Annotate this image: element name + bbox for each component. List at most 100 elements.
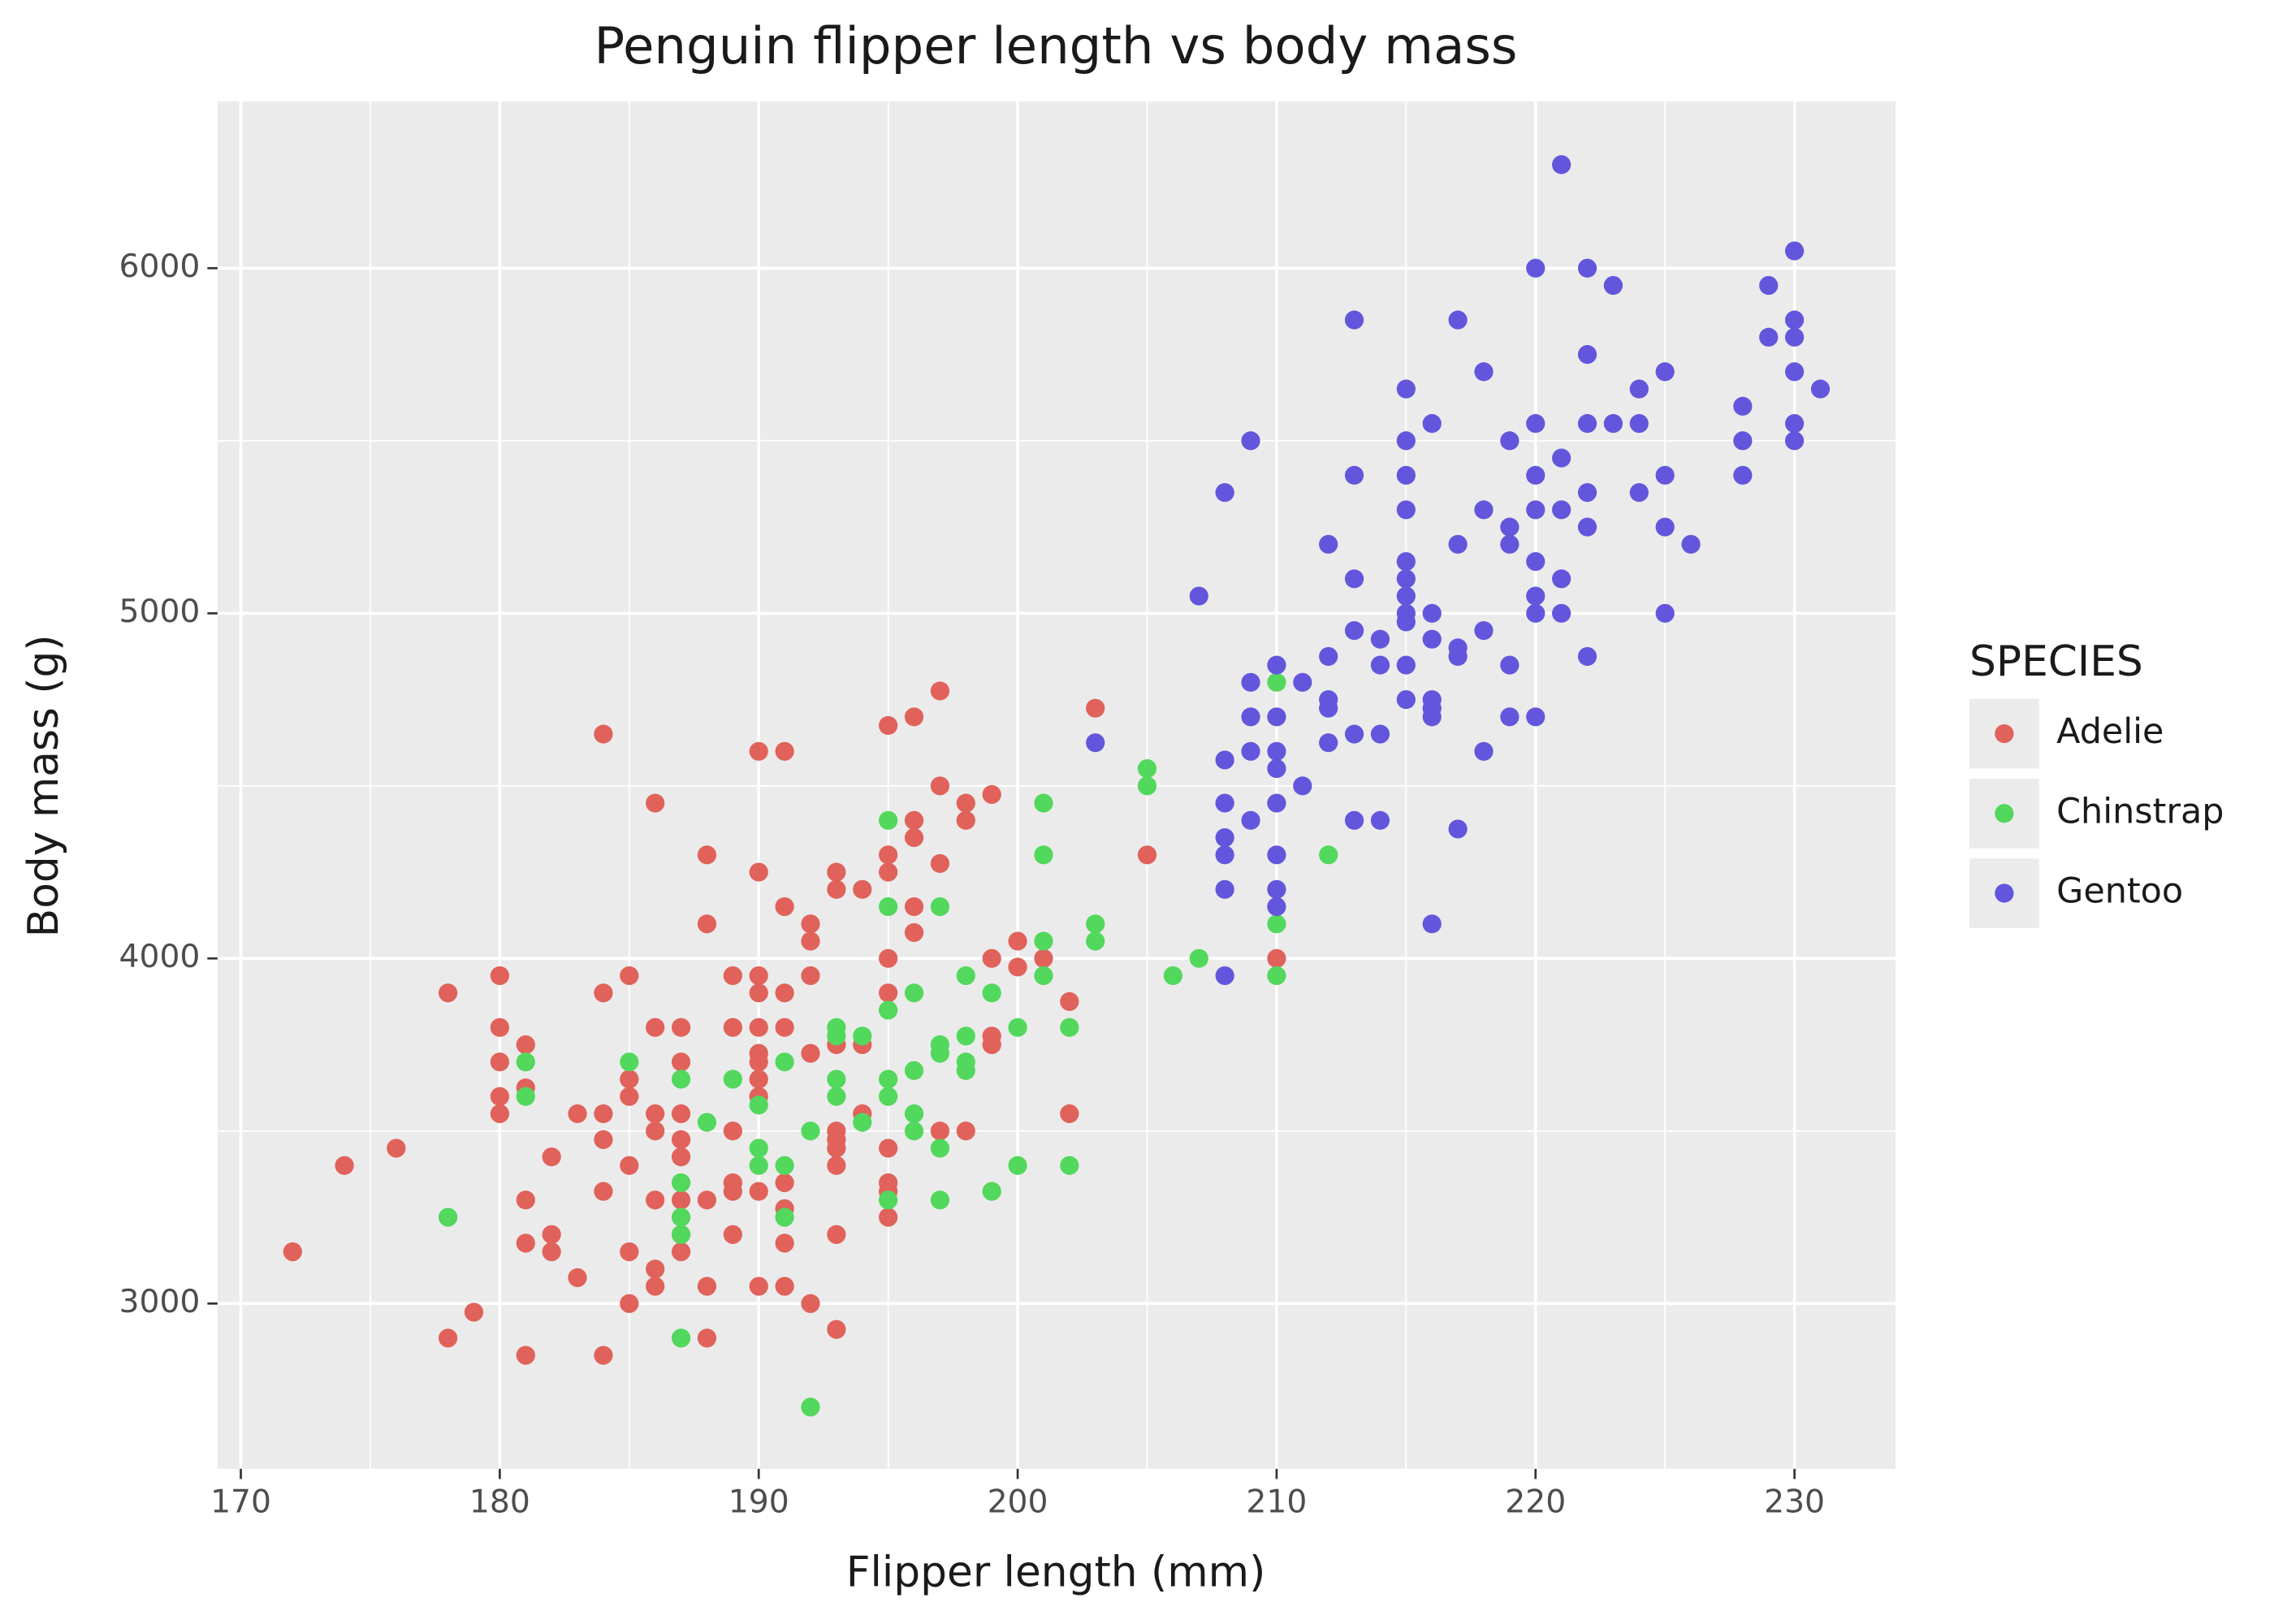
point xyxy=(1319,646,1338,667)
point xyxy=(697,1328,717,1348)
point xyxy=(516,1190,535,1210)
point xyxy=(594,1129,613,1150)
point xyxy=(879,1069,898,1089)
point xyxy=(1215,845,1234,865)
point xyxy=(827,1026,846,1046)
point xyxy=(1655,465,1675,485)
x-tick-label: 200 xyxy=(988,1484,1048,1520)
point xyxy=(671,1069,691,1089)
point xyxy=(1344,724,1364,744)
point xyxy=(568,1104,587,1124)
point xyxy=(956,1026,975,1046)
point xyxy=(1034,845,1053,865)
point xyxy=(1370,810,1390,830)
point xyxy=(801,1043,820,1063)
point xyxy=(1552,569,1571,589)
point xyxy=(1422,629,1442,649)
point xyxy=(723,1224,742,1244)
points xyxy=(283,155,1831,1417)
x-tick-label: 230 xyxy=(1764,1484,1825,1520)
point xyxy=(620,1294,639,1313)
point xyxy=(904,983,924,1003)
point xyxy=(879,1138,898,1158)
point xyxy=(879,1086,898,1106)
point xyxy=(956,965,975,986)
point xyxy=(956,1121,975,1141)
point xyxy=(1189,948,1208,968)
point xyxy=(930,1121,950,1141)
point xyxy=(1241,672,1260,692)
point xyxy=(1603,275,1623,296)
point xyxy=(620,1086,639,1106)
point xyxy=(671,1207,691,1227)
point xyxy=(542,1242,561,1262)
point xyxy=(1086,733,1105,753)
point xyxy=(1137,845,1157,865)
point xyxy=(1319,698,1338,718)
legend: Adelie Chinstrap Gentoo xyxy=(1969,698,2224,928)
point xyxy=(1681,534,1701,554)
point xyxy=(801,965,820,986)
point xyxy=(620,965,639,986)
point xyxy=(1370,724,1390,744)
point xyxy=(904,922,924,943)
point xyxy=(801,1397,820,1417)
point xyxy=(749,983,768,1003)
point xyxy=(775,1017,794,1037)
point xyxy=(879,845,898,865)
point xyxy=(879,715,898,736)
point xyxy=(1396,551,1416,572)
point xyxy=(1396,500,1416,520)
point xyxy=(1241,431,1260,451)
point xyxy=(775,1276,794,1296)
point xyxy=(1344,310,1364,330)
point xyxy=(904,707,924,727)
point xyxy=(1267,914,1286,934)
legend-marker xyxy=(1995,804,2014,823)
y-tick-label: 6000 xyxy=(119,248,200,285)
point xyxy=(749,741,768,761)
point xyxy=(1267,741,1286,761)
point xyxy=(1396,586,1416,606)
point xyxy=(1396,465,1416,485)
point xyxy=(749,1155,768,1175)
point xyxy=(904,1121,924,1141)
point xyxy=(1344,620,1364,641)
point xyxy=(1267,879,1286,899)
point xyxy=(801,931,820,951)
point xyxy=(1060,1155,1079,1175)
point xyxy=(1552,500,1571,520)
x-tick-label: 210 xyxy=(1246,1484,1307,1520)
point xyxy=(1293,672,1312,692)
point xyxy=(671,1242,691,1262)
point xyxy=(827,1320,846,1339)
point xyxy=(1784,413,1805,434)
point xyxy=(697,1276,717,1296)
point xyxy=(335,1155,354,1175)
point xyxy=(671,1224,691,1244)
point xyxy=(1293,776,1312,796)
point xyxy=(1008,957,1027,977)
point xyxy=(827,1069,846,1089)
point xyxy=(620,1242,639,1262)
point xyxy=(1526,413,1546,434)
point xyxy=(1784,362,1805,382)
point xyxy=(620,1052,639,1072)
point xyxy=(749,862,768,882)
point xyxy=(1215,965,1234,986)
point xyxy=(1034,948,1053,968)
point xyxy=(853,879,872,899)
point xyxy=(1267,707,1286,727)
point xyxy=(827,1224,846,1244)
point xyxy=(1733,465,1753,485)
x-tick-label: 190 xyxy=(728,1484,789,1520)
point xyxy=(1370,629,1390,649)
point xyxy=(1319,845,1338,865)
point xyxy=(671,1190,691,1210)
point xyxy=(1396,655,1416,675)
point xyxy=(723,1181,742,1201)
point xyxy=(1603,413,1623,434)
legend-marker xyxy=(1995,723,2014,744)
point xyxy=(1526,603,1546,623)
